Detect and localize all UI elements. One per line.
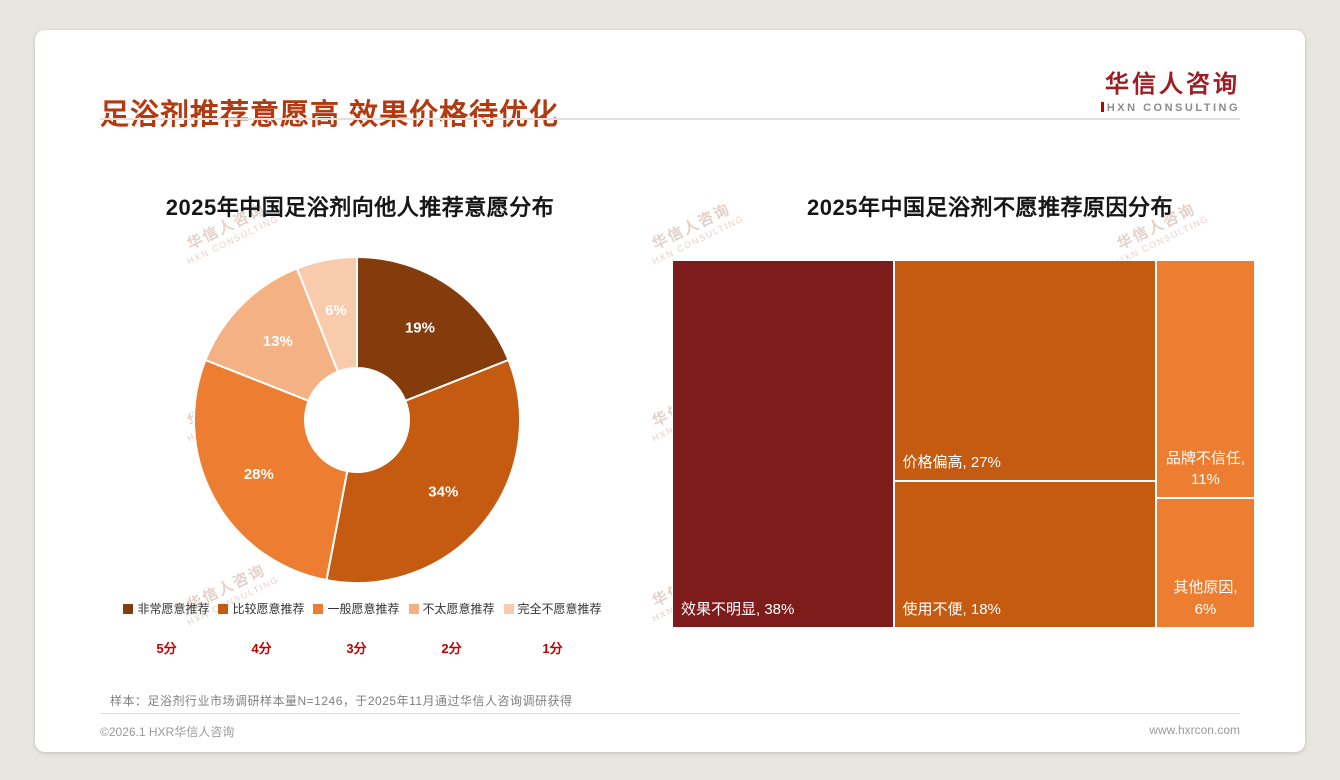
- legend-label: 非常愿意推荐: [137, 602, 210, 616]
- legend-entry: 不太愿意推荐: [408, 600, 495, 617]
- donut-slice: [325, 358, 521, 584]
- brand-logo-name: 华信人咨询: [1105, 71, 1240, 98]
- donut-chart: 19% 34% 28% 13% 6%: [193, 255, 521, 584]
- treemap-chart: 效果不明显, 38% 价格偏高, 27% 使用不便, 18% 品牌不信任, 11% 其他原…: [672, 260, 1255, 628]
- legend-entry: 完全不愿意推荐: [503, 600, 602, 617]
- legend-swatch: [313, 603, 324, 614]
- treemap-block-label: 使用不便, 18%: [902, 600, 1001, 618]
- donut-slice-label: 19%: [405, 319, 435, 336]
- treemap-chart-title: 2025年中国足浴剂不愿推荐原因分布: [807, 195, 1173, 221]
- legend-label: 不太愿意推荐: [422, 602, 495, 616]
- legend-score: 5分: [156, 641, 177, 656]
- legend-swatch: [408, 603, 419, 614]
- legend-item: 比较愿意推荐 4分: [218, 600, 304, 657]
- legend-label: 完全不愿意推荐: [517, 602, 602, 616]
- legend-swatch: [123, 603, 134, 614]
- legend-entry: 一般愿意推荐: [313, 600, 400, 617]
- slide-card: 华信人咨询 HXN CONSULTING 华信人咨询 HXN CONSULTING 华信…: [35, 30, 1305, 752]
- brand-logo-mark: [1100, 102, 1104, 112]
- treemap-block: 使用不便, 18%: [893, 480, 1156, 628]
- header-divider: [100, 118, 1240, 120]
- donut-slice: [295, 255, 358, 373]
- donut-slice: [204, 267, 340, 403]
- treemap-block-label: 其他原因, 6%: [1157, 577, 1254, 621]
- copyright-text: ©2026.1 HXR华信人咨询: [100, 725, 235, 739]
- brand-logo: 华信人咨询 HXN CONSULTING: [1100, 64, 1240, 114]
- brand-logo-subtitle: HXN CONSULTING: [1100, 102, 1240, 114]
- treemap-block: 其他原因, 6%: [1155, 498, 1255, 628]
- donut-slice-label: 28%: [244, 466, 274, 483]
- legend-swatch: [503, 603, 514, 614]
- brand-logo-subtitle-text: HXN CONSULTING: [1106, 102, 1240, 114]
- legend-score: 3分: [346, 641, 367, 656]
- legend-label: 比较愿意推荐: [232, 602, 305, 616]
- footer-bar: ©2026.1 HXR华信人咨询 www.hxrcon.com: [100, 713, 1240, 740]
- donut-legend: 非常愿意推荐 5分 比较愿意推荐 4分 一般愿意推荐 3分 不太愿意推荐 2分 完全不愿意推荐 1…: [90, 600, 635, 657]
- treemap-block: 品牌不信任, 11%: [1155, 260, 1255, 499]
- page-title: 足浴剂推荐意愿高 效果价格待优化: [100, 99, 560, 132]
- treemap-label-name: 其他原因,: [1173, 579, 1238, 597]
- sample-note: 样本：足浴剂行业市场调研样本量N=1246，于2025年11月通过华信人咨询调研…: [110, 694, 573, 708]
- legend-item: 非常愿意推荐 5分: [123, 600, 209, 657]
- legend-item: 完全不愿意推荐 1分: [503, 600, 602, 657]
- legend-entry: 比较愿意推荐: [218, 600, 304, 617]
- donut-chart-title: 2025年中国足浴剂向他人推荐意愿分布: [165, 195, 555, 221]
- donut-slice: [193, 358, 349, 582]
- donut-slice-label: 6%: [325, 302, 347, 319]
- donut-slice-label: 34%: [428, 483, 458, 500]
- legend-item: 一般愿意推荐 3分: [313, 600, 400, 657]
- treemap-label-value: 11%: [1190, 471, 1220, 489]
- donut-slice: [356, 255, 510, 403]
- donut-slice-label: 13%: [263, 333, 293, 350]
- treemap-block: 价格偏高, 27%: [893, 260, 1156, 481]
- legend-entry: 非常愿意推荐: [123, 600, 209, 617]
- legend-label: 一般愿意推荐: [327, 602, 400, 616]
- treemap-block-label: 价格偏高, 27%: [902, 453, 1001, 471]
- treemap-label-name: 品牌不信任,: [1165, 449, 1246, 467]
- legend-swatch: [218, 603, 229, 614]
- treemap-block-label: 品牌不信任, 11%: [1157, 448, 1254, 492]
- legend-score: 1分: [542, 641, 563, 656]
- treemap-block-label: 效果不明显, 38%: [681, 601, 795, 618]
- treemap-block: 效果不明显, 38%: [672, 260, 894, 628]
- legend-item: 不太愿意推荐 2分: [408, 600, 495, 657]
- treemap-label-value: 6%: [1194, 601, 1217, 619]
- website-link[interactable]: www.hxrcon.com: [1149, 723, 1240, 737]
- legend-score: 4分: [251, 641, 272, 656]
- legend-score: 2分: [441, 641, 462, 656]
